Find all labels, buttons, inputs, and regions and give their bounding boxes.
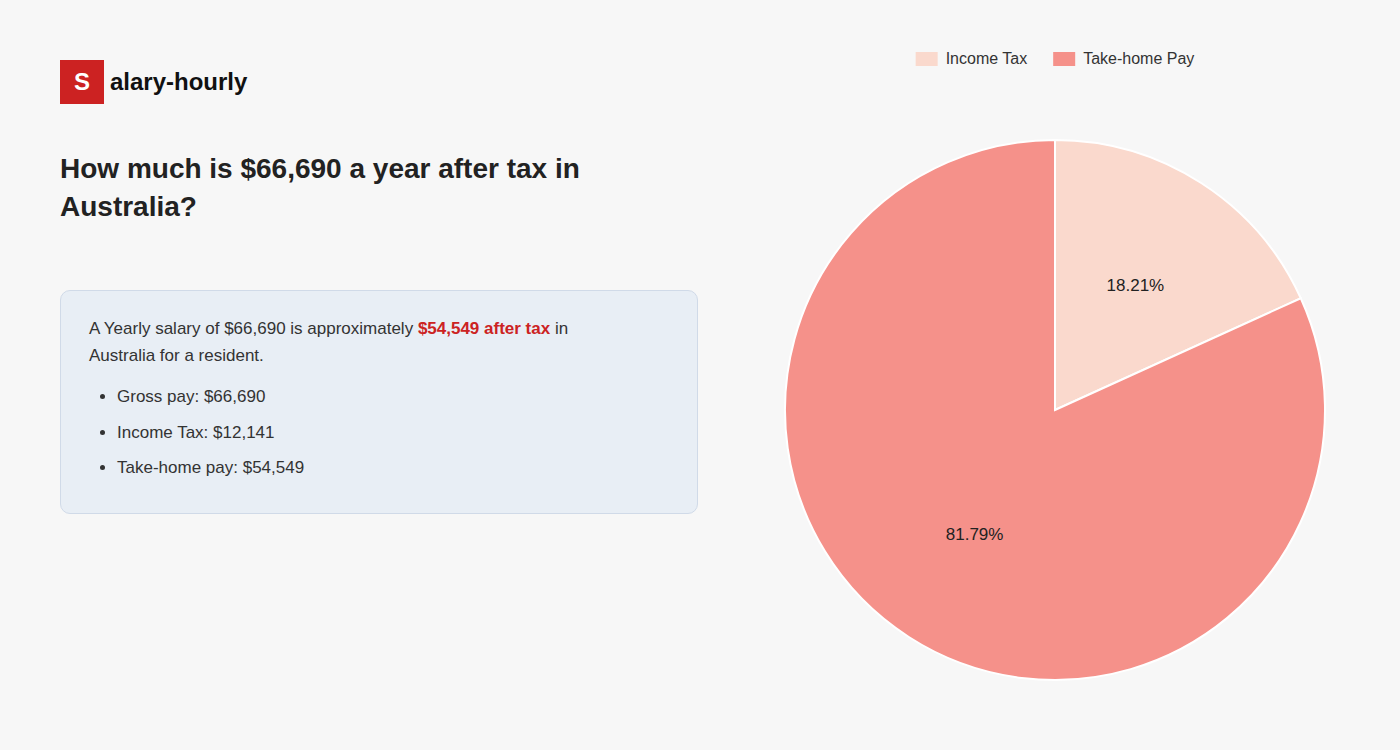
pie-chart: Income Tax Take-home Pay 18.21% 81.79% xyxy=(710,0,1400,750)
chart-panel: Income Tax Take-home Pay 18.21% 81.79% xyxy=(710,0,1400,750)
bullet-list: Gross pay: $66,690 Income Tax: $12,141 Tak… xyxy=(89,383,669,481)
logo-mark: S xyxy=(60,60,104,104)
legend-swatch xyxy=(916,52,938,66)
text-panel: Salary-hourly How much is $66,690 a year … xyxy=(50,0,710,750)
summary: A Yearly salary of $66,690 is approximat… xyxy=(89,315,669,369)
bullet: Gross pay: $66,690 xyxy=(117,383,669,410)
legend: Income Tax Take-home Pay xyxy=(916,50,1195,67)
summary-text: A Yearly salary of $66,690 is approximat… xyxy=(89,319,418,338)
logo: Salary-hourly xyxy=(60,60,247,104)
legend-swatch xyxy=(1053,52,1075,66)
legend-label: Take-home Pay xyxy=(1083,50,1194,67)
legend-item: Take-home Pay xyxy=(1053,50,1194,67)
info-box: A Yearly salary of $66,690 is approximat… xyxy=(60,290,698,514)
title: How much is $66,690 a year after tax in … xyxy=(60,150,700,226)
pie-slice xyxy=(785,140,1325,680)
legend-item: Income Tax xyxy=(916,50,1028,67)
summary-highlight: $54,549 after tax xyxy=(418,319,550,338)
data-labels: 18.21% 81.79% xyxy=(946,276,1164,545)
summary-text: in xyxy=(550,319,568,338)
data-label: 18.21% xyxy=(1107,276,1165,295)
bullet: Take-home pay: $54,549 xyxy=(117,454,669,481)
summary-text: Australia for a resident. xyxy=(89,346,264,365)
data-label: 81.79% xyxy=(946,525,1004,544)
bullet: Income Tax: $12,141 xyxy=(117,419,669,446)
slices xyxy=(785,140,1325,680)
legend-label: Income Tax xyxy=(946,50,1028,67)
logo-text: alary-hourly xyxy=(110,68,247,96)
